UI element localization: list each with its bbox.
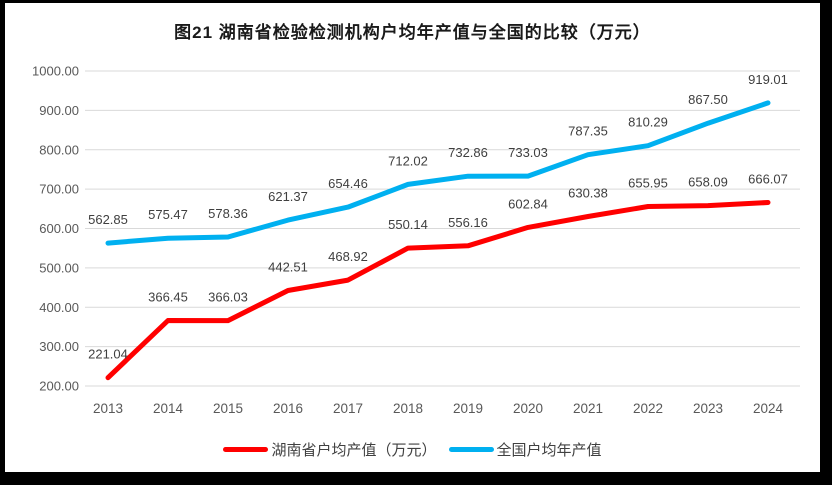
x-axis-tick-label: 2021 [573,401,603,416]
data-label: 666.07 [748,171,788,186]
y-axis-tick-label: 600.00 [39,221,79,236]
data-label: 602.84 [508,196,548,211]
chart-legend: 湖南省户均产值（万元） 全国户均年产值 [5,439,820,460]
data-label: 468.92 [328,249,368,264]
x-axis-tick-label: 2016 [273,401,303,416]
series-line-0 [105,200,771,381]
x-axis-tick-label: 2015 [213,401,243,416]
x-axis-tick-label: 2020 [513,401,543,416]
data-label: 654.46 [328,176,368,191]
x-axis-tick-label: 2023 [693,401,723,416]
y-axis-tick-label: 900.00 [39,103,79,118]
data-label: 366.45 [148,289,188,304]
data-label: 221.04 [88,347,128,362]
data-label: 733.03 [508,145,548,160]
data-label: 578.36 [208,206,248,221]
data-label: 658.09 [688,175,728,190]
data-label: 655.95 [628,175,668,190]
legend-item-national: 全国户均年产值 [448,439,602,460]
x-axis-tick-label: 2024 [753,401,784,416]
legend-label-national: 全国户均年产值 [496,442,602,459]
y-axis-tick-label: 700.00 [39,182,79,197]
y-axis-tick-label: 300.00 [39,339,79,354]
data-label: 575.47 [148,207,188,222]
x-axis-tick-label: 2013 [93,401,123,416]
data-label: 787.35 [568,124,608,139]
x-axis-tick-label: 2018 [393,401,423,416]
red-line-swatch [223,447,269,452]
data-label: 712.02 [388,153,428,168]
data-label: 867.50 [688,92,728,107]
blue-line-swatch [448,447,494,452]
legend-label-hunan: 湖南省户均产值（万元） [271,442,437,459]
y-axis-tick-label: 400.00 [39,300,79,315]
data-label: 562.85 [88,212,128,227]
x-axis-tick-label: 2022 [633,401,663,416]
data-label: 366.03 [208,290,248,305]
data-label: 621.37 [268,189,308,204]
data-label: 732.86 [448,145,488,160]
y-axis-tick-label: 500.00 [39,260,79,275]
y-axis-tick-label: 200.00 [39,379,79,394]
x-axis-tick-label: 2017 [333,401,363,416]
data-label: 630.38 [568,186,608,201]
x-axis-tick-label: 2014 [153,401,184,416]
chart-title: 图21 湖南省检验检测机构户均年产值与全国的比较（万元） [174,23,651,42]
x-axis-tick-label: 2019 [453,401,483,416]
data-label: 919.01 [748,72,788,87]
y-axis-tick-label: 1000.00 [32,64,79,79]
data-label: 550.14 [388,217,428,232]
data-label: 810.29 [628,115,668,130]
legend-item-hunan: 湖南省户均产值（万元） [223,439,437,460]
series-line-1 [105,100,771,246]
chart-canvas: 图21 湖南省检验检测机构户均年产值与全国的比较（万元） 200.00 300.0… [5,3,820,472]
line-chart: 200.00 300.00 400.00 500.00 600.00 700.00 800.… [32,64,800,416]
data-label: 442.51 [268,260,308,275]
y-axis-tick-label: 800.00 [39,142,79,157]
data-label: 556.16 [448,215,488,230]
